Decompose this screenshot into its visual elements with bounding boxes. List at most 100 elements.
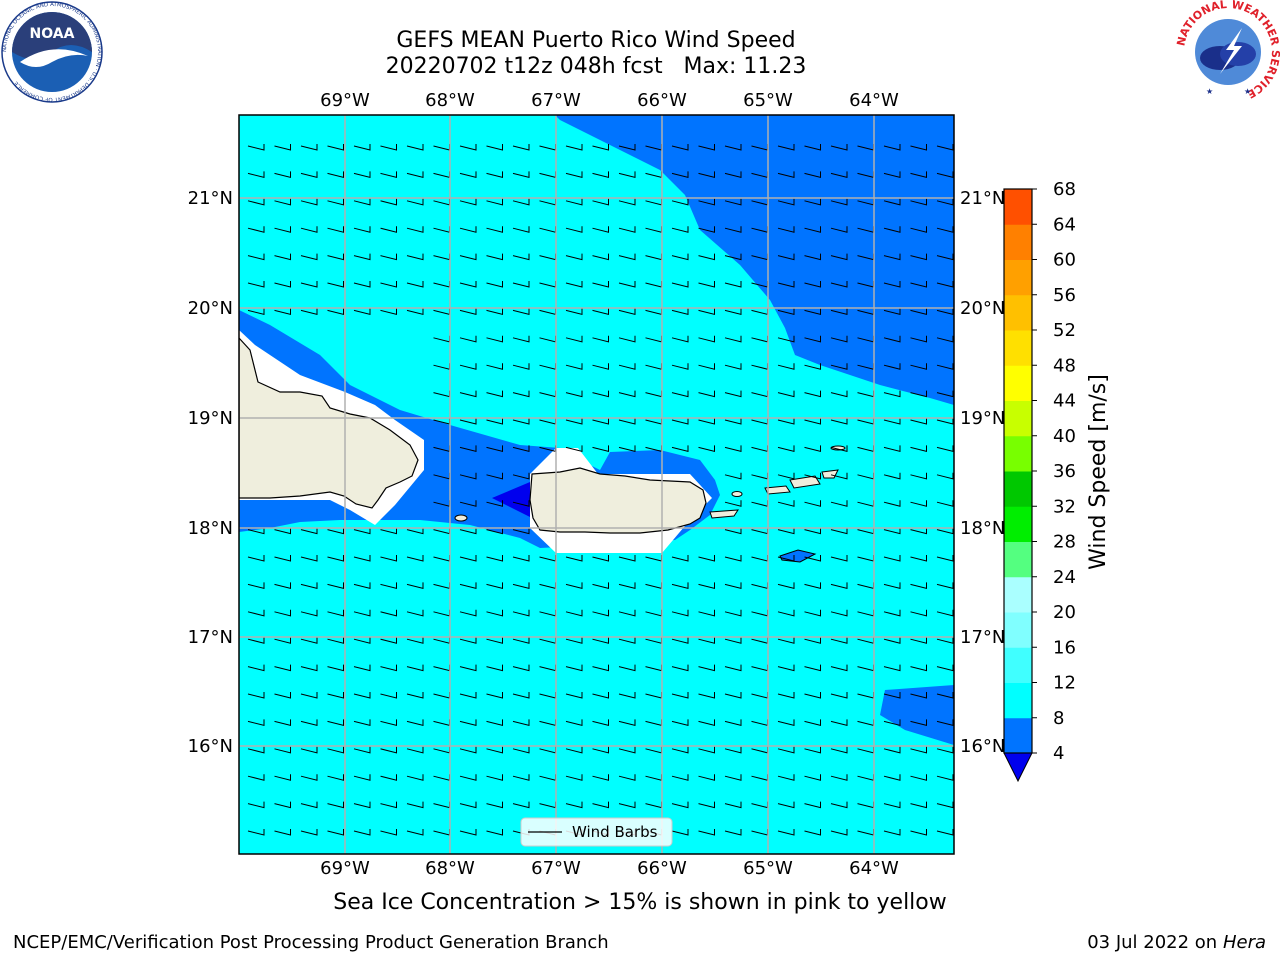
wind-barb (592, 418, 609, 425)
wind-barb (936, 801, 954, 809)
wind-barb (274, 582, 291, 590)
wind-barb (353, 719, 371, 727)
wind-barb (804, 171, 821, 179)
wind-barb (327, 609, 344, 617)
wind-barb (724, 390, 742, 398)
wind-barb (274, 308, 291, 316)
wind-barb (380, 555, 397, 562)
wind-barb (910, 390, 927, 398)
wind-barb (830, 390, 848, 398)
wind-barb (830, 171, 848, 179)
wind-barb (274, 719, 291, 727)
wind-barb (777, 472, 795, 480)
wind-barb (936, 829, 954, 836)
wind-barb (406, 829, 424, 836)
wind-barb (247, 664, 265, 672)
wind-barb (592, 555, 609, 562)
lat-label-right: 18°N (960, 518, 1005, 539)
wind-barb (486, 609, 503, 617)
wind-barb (353, 253, 371, 261)
wind-barb (671, 363, 689, 370)
wind-barb (910, 801, 927, 809)
wind-barb (406, 144, 424, 151)
wind-barb (592, 445, 609, 453)
wind-barb (910, 555, 927, 562)
wind-barb (936, 363, 954, 370)
wind-barb (274, 226, 291, 233)
wind-barb (486, 637, 503, 644)
wind-barb (618, 418, 636, 425)
wind-barb (274, 555, 291, 562)
wind-barb (459, 363, 477, 370)
wind-barb (910, 363, 927, 370)
wind-barb (486, 445, 503, 453)
wind-barb (830, 308, 848, 316)
wind-barb (698, 253, 715, 261)
wind-barb (300, 582, 318, 590)
wind-barb (671, 774, 689, 781)
wind-barb (274, 801, 291, 809)
wind-barb (247, 719, 265, 727)
wind-barb (512, 335, 530, 343)
wind-barb (459, 418, 477, 425)
wind-barb (910, 692, 927, 699)
wind-barb (274, 198, 291, 206)
wind-barb (459, 746, 477, 754)
colorbar-tick-label: 68 (1053, 179, 1076, 200)
wind-barb (565, 555, 583, 562)
wind-barb (618, 692, 636, 699)
wind-barb (486, 308, 503, 316)
wind-barb (592, 719, 609, 727)
wind-barb (353, 171, 371, 179)
wind-barb (698, 281, 715, 288)
wind-barb (300, 281, 318, 288)
wind-barb (804, 582, 821, 590)
wind-barb (406, 801, 424, 809)
gridlines (239, 115, 954, 854)
wind-barb (910, 664, 927, 672)
wind-barb (512, 418, 530, 425)
wind-barb (592, 582, 609, 590)
noaa-logo-text: NOAA (30, 26, 75, 42)
wind-barb (804, 418, 821, 425)
wind-barb (406, 692, 424, 699)
wind-barb (910, 308, 927, 316)
wind-barb (565, 226, 583, 233)
wind-barb (486, 390, 503, 398)
wind-barb (512, 719, 530, 727)
wind-barb (777, 198, 795, 206)
wind-barb (459, 253, 477, 261)
colorbar-segment (1004, 576, 1032, 613)
wind-barb (936, 445, 954, 453)
colorbar-segment (1004, 471, 1032, 507)
wind-barb (883, 472, 901, 480)
wind-barb (618, 719, 636, 727)
svg-text:★: ★ (1244, 87, 1251, 96)
wind-barb (459, 171, 477, 179)
wind-barb (724, 445, 742, 453)
wind-barb (671, 144, 689, 151)
wind-barb (406, 226, 424, 233)
wind-barb (804, 609, 821, 617)
wind-barb (618, 746, 636, 754)
wind-barb (512, 801, 530, 809)
wind-barb (380, 582, 397, 590)
wind-barb (327, 719, 344, 727)
lon-label-top: 64°W (849, 90, 899, 111)
wind-barb (353, 527, 371, 535)
lat-label-left: 16°N (188, 736, 233, 757)
map-frame (238, 114, 955, 855)
wind-barb (698, 692, 715, 699)
wind-barb (565, 363, 583, 370)
wind-barb (724, 527, 742, 535)
wind-barb (936, 198, 954, 206)
wind-barb (592, 746, 609, 754)
wind-barb (804, 829, 821, 836)
wind-barb (698, 609, 715, 617)
wind-barb (486, 664, 503, 672)
wind-barb (671, 308, 689, 316)
land-anegada (830, 445, 846, 451)
wind-barb (671, 692, 689, 699)
wind-barb (724, 801, 742, 809)
